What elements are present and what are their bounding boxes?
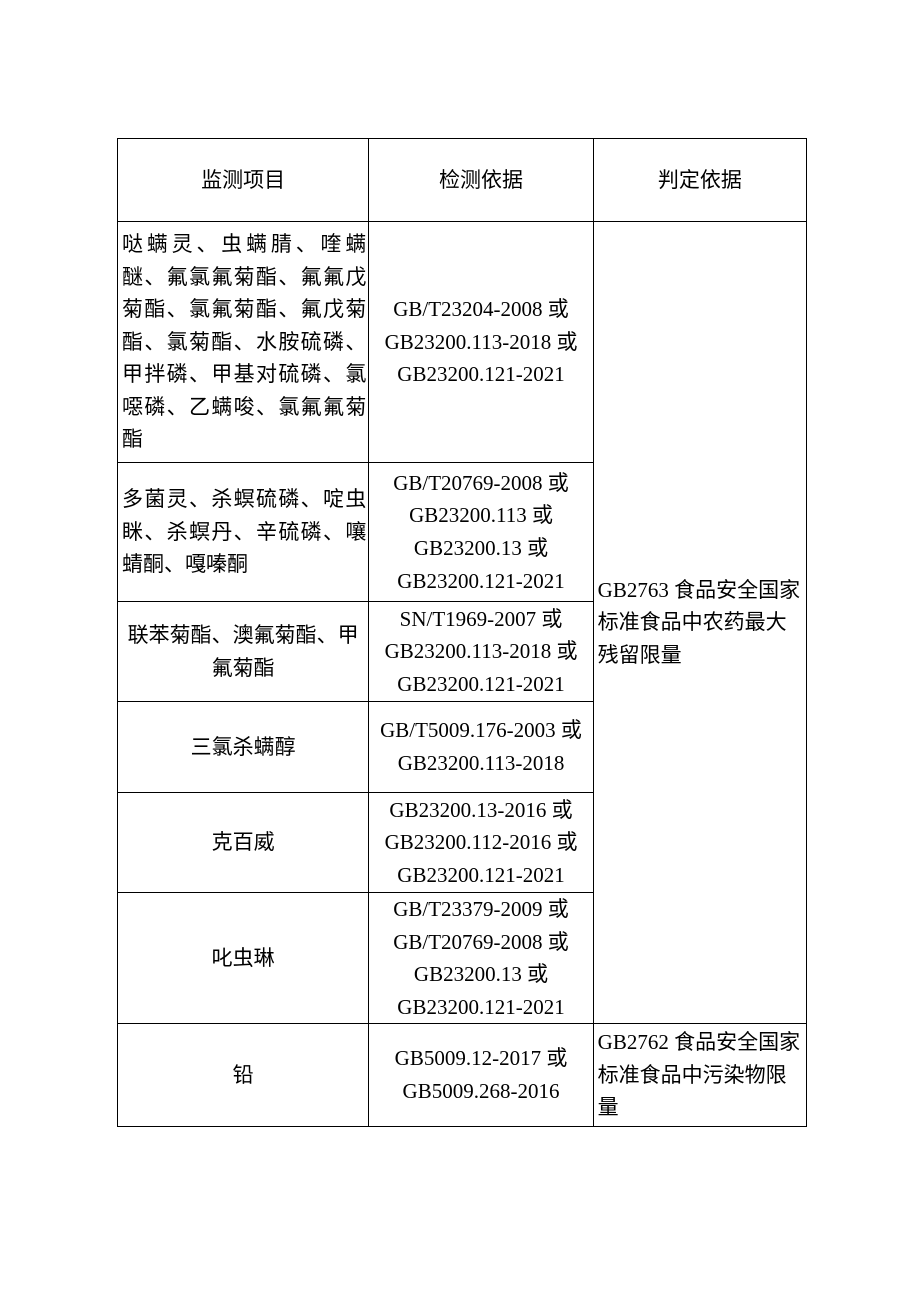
cell-basis: SN/T1969-2007 或 GB23200.113-2018 或 GB232…: [369, 602, 593, 702]
table-header-row: 监测项目 检测依据 判定依据: [118, 139, 807, 222]
cell-items: 哒螨灵、虫螨腈、喹螨醚、氟氯氟菊酯、氟氟戊菊酯、氯氟菊酯、氟戊菊酯、氯菊酯、水胺…: [118, 222, 369, 463]
document-page: 监测项目 检测依据 判定依据 哒螨灵、虫螨腈、喹螨醚、氟氯氟菊酯、氟氟戊菊酯、氯…: [0, 0, 920, 1127]
header-monitoring-items: 监测项目: [118, 139, 369, 222]
standards-table: 监测项目 检测依据 判定依据 哒螨灵、虫螨腈、喹螨醚、氟氯氟菊酯、氟氟戊菊酯、氯…: [117, 138, 807, 1127]
cell-basis: GB/T5009.176-2003 或 GB23200.113-2018: [369, 702, 593, 793]
cell-judgment-pesticide: GB2763 食品安全国家标准食品中农药最大残留限量: [593, 222, 806, 1024]
cell-items: 克百威: [118, 793, 369, 893]
cell-items: 叱虫琳: [118, 893, 369, 1024]
cell-basis: GB/T20769-2008 或 GB23200.113 或 GB23200.1…: [369, 463, 593, 602]
cell-basis: GB/T23204-2008 或 GB23200.113-2018 或 GB23…: [369, 222, 593, 463]
cell-items: 铅: [118, 1024, 369, 1127]
table-row: 哒螨灵、虫螨腈、喹螨醚、氟氯氟菊酯、氟氟戊菊酯、氯氟菊酯、氟戊菊酯、氯菊酯、水胺…: [118, 222, 807, 463]
cell-items: 联苯菊酯、澳氟菊酯、甲氟菊酯: [118, 602, 369, 702]
cell-items: 三氯杀螨醇: [118, 702, 369, 793]
header-judgment-basis: 判定依据: [593, 139, 806, 222]
table-row: 铅 GB5009.12-2017 或 GB5009.268-2016 GB276…: [118, 1024, 807, 1127]
cell-basis: GB5009.12-2017 或 GB5009.268-2016: [369, 1024, 593, 1127]
cell-basis: GB23200.13-2016 或 GB23200.112-2016 或 GB2…: [369, 793, 593, 893]
cell-items: 多菌灵、杀螟硫磷、啶虫眯、杀螟丹、辛硫磷、嚷蜻酮、嘎嗪酮: [118, 463, 369, 602]
header-test-basis: 检测依据: [369, 139, 593, 222]
cell-basis: GB/T23379-2009 或 GB/T20769-2008 或 GB2320…: [369, 893, 593, 1024]
cell-judgment-contaminant: GB2762 食品安全国家标准食品中污染物限量: [593, 1024, 806, 1127]
